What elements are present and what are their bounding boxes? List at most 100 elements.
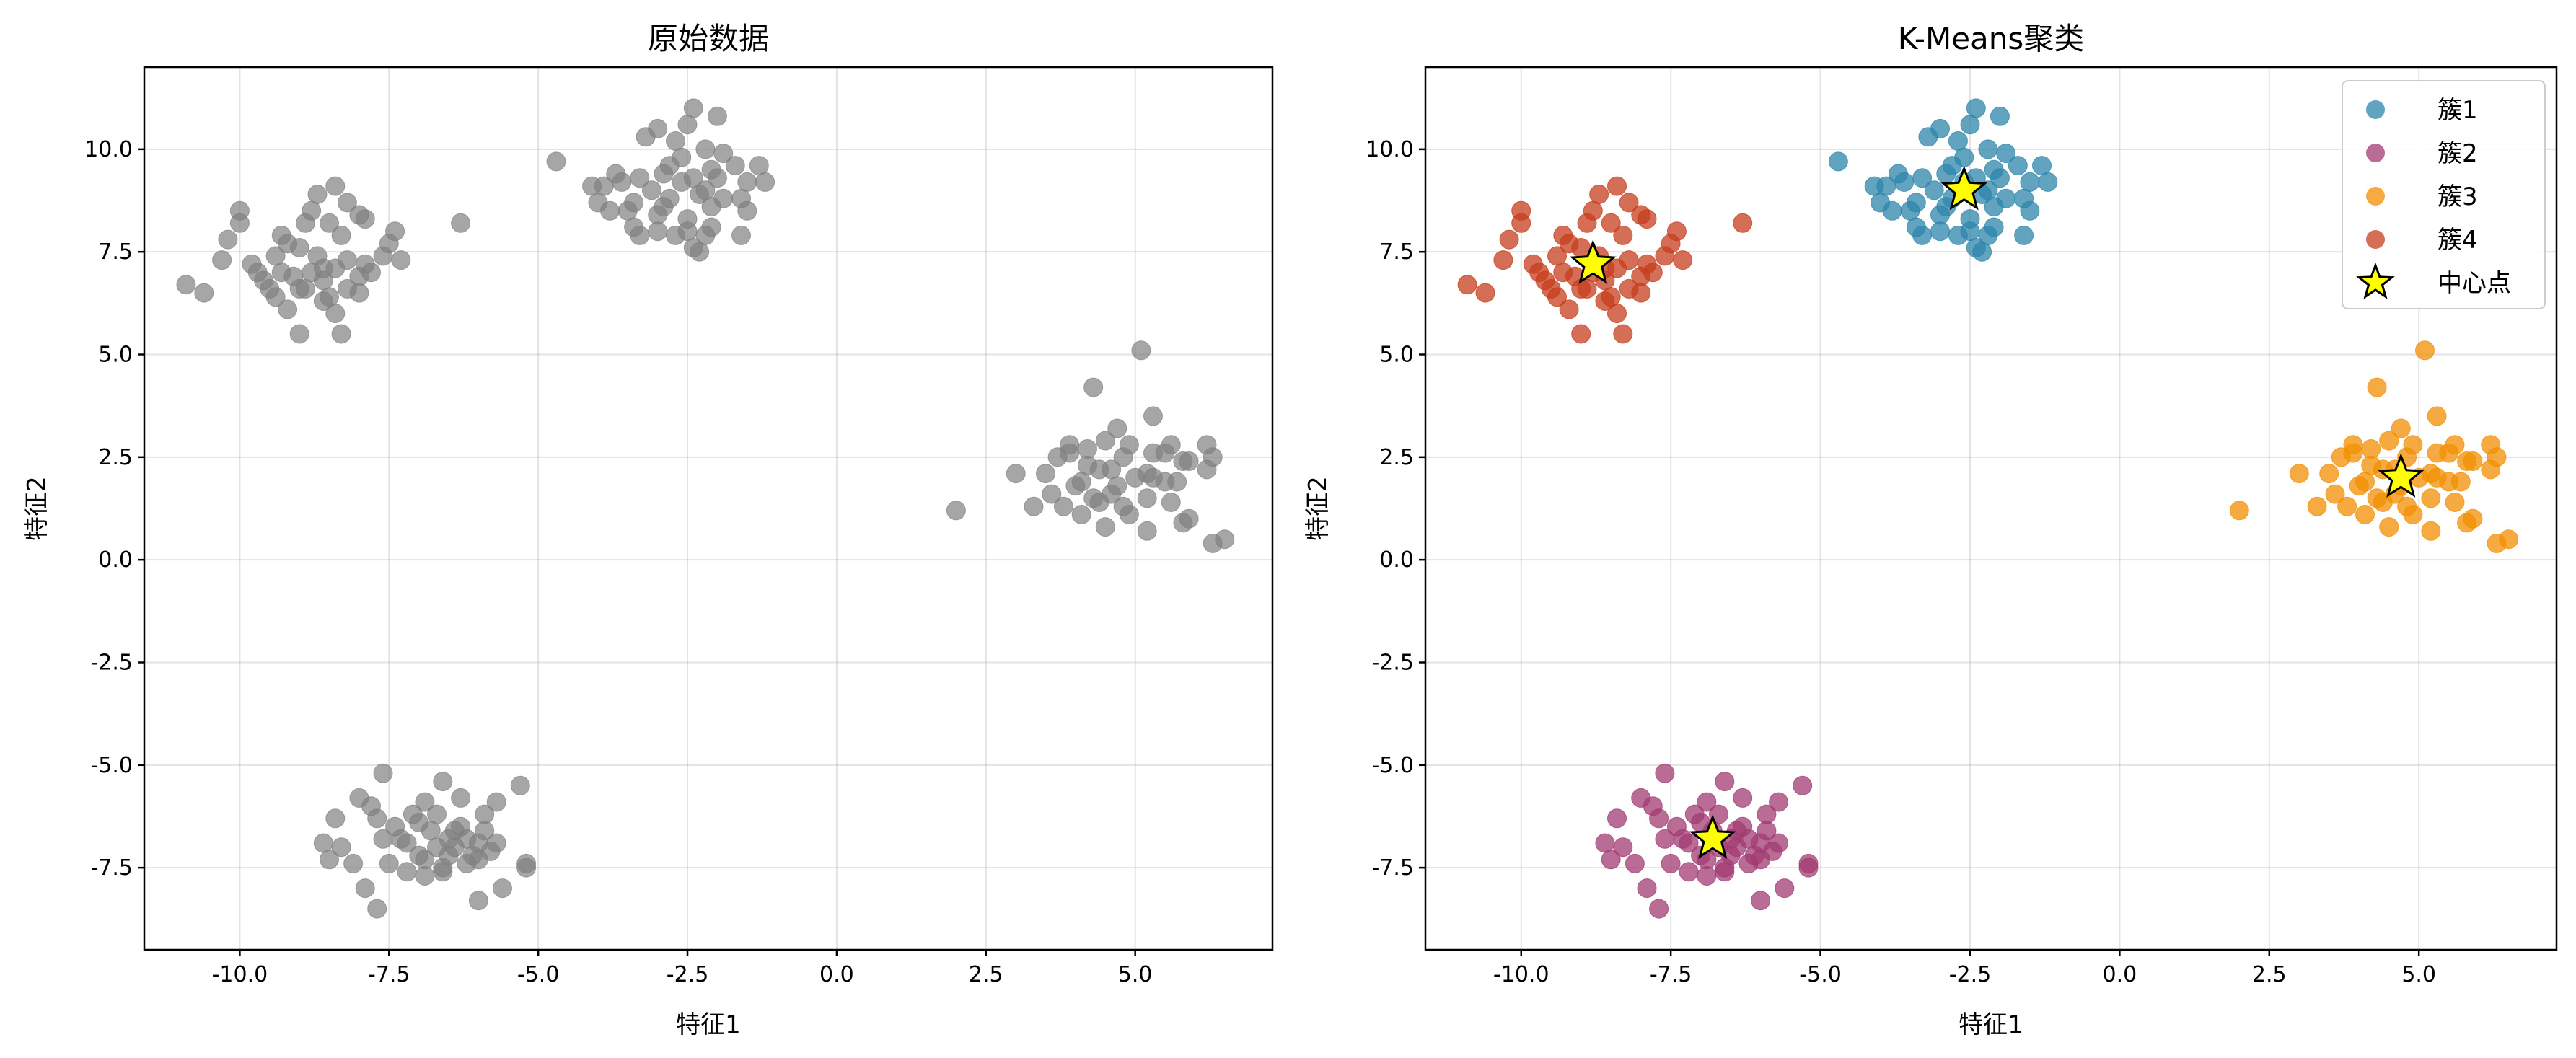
y-tick-label: 2.5 <box>1379 445 1414 470</box>
y-tick-label: -7.5 <box>90 855 133 881</box>
data-point <box>1793 775 1813 795</box>
y-tick-label: -2.5 <box>1371 650 1414 675</box>
data-point <box>2361 439 2381 459</box>
data-point <box>1762 841 1782 861</box>
points-original <box>176 98 1235 919</box>
x-tick-label: 5.0 <box>1118 962 1153 987</box>
data-point <box>1996 144 2016 164</box>
data-point <box>2397 496 2417 516</box>
data-point <box>2038 172 2058 192</box>
data-point <box>1697 792 1717 812</box>
data-point <box>1475 283 1495 303</box>
data-point <box>1625 853 1645 873</box>
data-point <box>218 229 238 250</box>
data-point <box>1912 168 1933 188</box>
data-point <box>2032 156 2052 176</box>
data-point <box>1978 139 1998 159</box>
y-tick-label: -5.0 <box>90 753 133 778</box>
data-point <box>1173 451 1193 471</box>
data-point <box>480 841 501 861</box>
data-point <box>385 816 405 837</box>
data-point <box>2481 459 2501 480</box>
data-point <box>1978 225 1998 245</box>
data-point <box>1095 431 1115 451</box>
cluster-center-star <box>1689 814 1736 859</box>
data-point <box>1619 278 1639 299</box>
data-point <box>1649 899 1669 919</box>
data-point <box>433 862 453 882</box>
chart-title-kmeans: K-Means聚类 <box>1898 21 2085 56</box>
data-point <box>648 205 668 225</box>
data-point <box>313 833 333 853</box>
data-point <box>2499 529 2519 550</box>
legend: 簇1 簇2 簇3 簇4 中心点 <box>2342 80 2546 309</box>
data-point <box>493 878 512 899</box>
data-point <box>1733 788 1753 808</box>
data-point <box>278 299 298 319</box>
data-point <box>1107 476 1127 496</box>
plot-frame-original <box>143 66 1274 951</box>
x-axis-label-original: 特征1 <box>676 1010 741 1039</box>
data-point <box>2463 508 2483 529</box>
x-tick-label: -2.5 <box>667 962 709 987</box>
data-point <box>1679 862 1699 882</box>
data-point <box>1798 858 1819 878</box>
legend-label: 簇1 <box>2437 96 2478 125</box>
data-point <box>325 304 346 324</box>
data-point <box>2229 501 2249 521</box>
data-point <box>2427 443 2447 463</box>
data-point <box>725 156 745 176</box>
data-point <box>1679 833 1699 853</box>
data-point <box>2427 467 2447 488</box>
plot-frame-kmeans <box>1424 66 2558 951</box>
data-point <box>1179 508 1199 529</box>
data-point <box>379 853 399 873</box>
data-point <box>1828 151 1848 172</box>
x-tick-label: -5.0 <box>1799 962 1842 987</box>
data-point <box>1595 291 1615 311</box>
data-point <box>1547 246 1567 266</box>
data-point <box>475 804 495 824</box>
data-point <box>2391 418 2411 438</box>
data-point <box>1601 213 1621 233</box>
data-point <box>695 139 716 159</box>
data-point <box>1775 878 1795 899</box>
y-tick-label: 5.0 <box>1379 343 1414 368</box>
data-point <box>1888 164 1908 184</box>
data-point <box>1697 866 1717 886</box>
data-point <box>475 821 495 841</box>
data-point <box>1924 180 1944 200</box>
data-point <box>2379 517 2399 537</box>
data-point <box>1954 147 1974 167</box>
data-point <box>1673 250 1693 270</box>
data-point <box>289 278 309 299</box>
data-point <box>260 278 280 299</box>
data-point <box>2415 340 2435 361</box>
data-point <box>1607 258 1627 278</box>
data-point <box>1113 496 1133 516</box>
data-point <box>1047 447 1068 467</box>
data-point <box>1197 459 1217 480</box>
data-point <box>1906 217 1926 237</box>
data-point <box>1042 484 1062 504</box>
data-point <box>707 168 727 188</box>
data-point <box>451 213 471 233</box>
data-point <box>630 168 650 188</box>
data-point <box>1078 455 1097 475</box>
data-point <box>397 833 417 853</box>
data-point <box>683 168 703 188</box>
data-point <box>325 176 346 196</box>
data-point <box>325 808 346 829</box>
y-axis-label-original: 特征2 <box>22 476 51 541</box>
x-axis-label-kmeans: 特征1 <box>1959 1010 2023 1039</box>
data-point <box>606 164 626 184</box>
data-point <box>1769 792 1788 812</box>
data-point <box>731 225 751 245</box>
data-point <box>391 250 411 270</box>
data-point <box>654 164 674 184</box>
data-point <box>1493 250 1513 270</box>
data-point <box>2445 435 2465 455</box>
data-point <box>677 115 698 135</box>
data-point <box>278 234 298 254</box>
